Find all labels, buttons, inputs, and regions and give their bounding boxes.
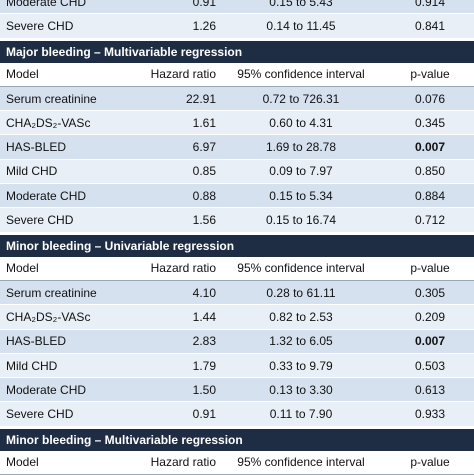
cell: 1.26 <box>192 18 216 33</box>
cell: CHA₂DS₂-VASc <box>6 309 91 324</box>
data-row: Moderate CHD 0.91 0.15 to 5.43 0.914 <box>0 0 474 15</box>
data-row: Moderate CHD 0.88 0.15 to 5.34 0.884 <box>0 184 474 209</box>
data-row: Serum creatinine 22.91 0.72 to 726.31 0.076 <box>0 86 474 112</box>
cell: 0.503 <box>414 358 446 373</box>
cell: 0.933 <box>414 407 446 422</box>
header-cell: Model <box>6 67 39 82</box>
cell: 0.28 to 61.11 <box>266 285 336 300</box>
cell: 0.85 <box>192 164 216 179</box>
cell: CHA₂DS₂-VASc <box>6 115 91 130</box>
cell: 0.305 <box>414 285 446 300</box>
cell: 0.14 to 11.45 <box>266 18 336 33</box>
header-cell: Hazard ratio <box>150 261 216 276</box>
cell: Mild CHD <box>6 358 58 373</box>
cell: 0.91 <box>192 0 216 9</box>
cell: 0.09 to 7.97 <box>269 164 333 179</box>
cell: 4.10 <box>192 285 216 300</box>
cell: Mild CHD <box>6 164 58 179</box>
cell: 1.69 to 28.78 <box>265 140 337 155</box>
cell: 2.83 <box>192 334 216 349</box>
cell: 0.15 to 5.34 <box>269 188 333 203</box>
header-cell: p-value <box>410 455 450 470</box>
cell: Moderate CHD <box>6 382 87 397</box>
cell: 1.50 <box>192 382 216 397</box>
cell: 0.613 <box>414 382 446 397</box>
cell: 0.345 <box>414 115 446 130</box>
cell: 22.91 <box>185 91 216 106</box>
cell: Serum creatinine <box>6 285 97 300</box>
cell: 0.88 <box>192 188 216 203</box>
data-row: Severe CHD 1.26 0.14 to 11.45 0.841 <box>0 14 474 39</box>
data-row: Severe CHD 0.91 0.11 to 7.90 0.933 <box>0 402 474 427</box>
header-cell: Model <box>6 261 39 276</box>
cell: 0.72 to 726.31 <box>262 91 340 106</box>
header-cell: 95% confidence interval <box>237 455 365 470</box>
data-row: Severe CHD 1.56 0.15 to 16.74 0.712 <box>0 208 474 233</box>
header-cell: p-value <box>410 67 450 82</box>
cell: 0.007 <box>414 140 446 155</box>
header-row: Model Hazard ratio 95% confidence interval… <box>0 62 474 87</box>
cell: 0.209 <box>414 309 446 324</box>
cell: Severe CHD <box>6 18 74 33</box>
cell: 1.79 <box>192 358 216 373</box>
data-row: HAS-BLED 6.97 1.69 to 28.78 0.007 <box>0 135 474 160</box>
cell: Severe CHD <box>6 407 74 422</box>
cell: 0.841 <box>414 18 446 33</box>
data-row: Mild CHD 0.85 0.09 to 7.97 0.850 <box>0 159 474 185</box>
cell: 0.33 to 9.79 <box>269 358 333 373</box>
cell: 0.850 <box>414 164 446 179</box>
cell: HAS-BLED <box>6 334 67 349</box>
header-row: Model Hazard ratio 95% confidence interval… <box>0 256 474 281</box>
section-title: Minor bleeding – Multivariable regressio… <box>0 428 474 451</box>
data-row: Moderate CHD 1.50 0.13 to 3.30 0.613 <box>0 378 474 403</box>
cell: 1.56 <box>192 213 216 228</box>
header-cell: Model <box>6 455 39 470</box>
cell: 0.13 to 3.30 <box>269 382 333 397</box>
section-title: Minor bleeding – Univariable regression <box>0 234 474 257</box>
cell: 0.15 to 16.74 <box>265 213 337 228</box>
header-cell: Hazard ratio <box>150 455 216 470</box>
cell: 6.97 <box>192 140 216 155</box>
data-row: Mild CHD 1.79 0.33 to 9.79 0.503 <box>0 353 474 379</box>
data-row: CHA₂DS₂-VASc 1.61 0.60 to 4.31 0.345 <box>0 111 474 136</box>
header-cell: Hazard ratio <box>150 67 216 82</box>
data-row: HAS-BLED 2.83 1.32 to 6.05 0.007 <box>0 329 474 354</box>
cell: 0.91 <box>192 407 216 422</box>
data-row: Serum creatinine 4.10 0.28 to 61.11 0.305 <box>0 280 474 306</box>
data-row: CHA₂DS₂-VASc 1.44 0.82 to 2.53 0.209 <box>0 305 474 330</box>
cell: 0.11 to 7.90 <box>269 407 333 422</box>
cell: 1.61 <box>192 115 216 130</box>
cell: 0.15 to 5.43 <box>269 0 333 9</box>
cell: Serum creatinine <box>6 91 97 106</box>
header-cell: 95% confidence interval <box>237 67 365 82</box>
cell: 0.007 <box>414 334 446 349</box>
cell: 0.076 <box>414 91 446 106</box>
cell: 0.82 to 2.53 <box>269 309 333 324</box>
section-title: Major bleeding – Multivariable regressio… <box>0 40 474 63</box>
cell: 0.712 <box>414 213 446 228</box>
cell: Moderate CHD <box>6 0 87 9</box>
cell: 1.32 to 6.05 <box>269 334 333 349</box>
header-cell: 95% confidence interval <box>237 261 365 276</box>
cell: HAS-BLED <box>6 140 67 155</box>
header-row: Model Hazard ratio 95% confidence interval… <box>0 450 474 475</box>
cell: Moderate CHD <box>6 188 87 203</box>
cell: 1.44 <box>192 309 216 324</box>
header-cell: p-value <box>410 261 450 276</box>
cell: 0.914 <box>414 0 446 9</box>
cell: 0.884 <box>414 188 446 203</box>
cell: Severe CHD <box>6 213 74 228</box>
cell: 0.60 to 4.31 <box>269 115 333 130</box>
